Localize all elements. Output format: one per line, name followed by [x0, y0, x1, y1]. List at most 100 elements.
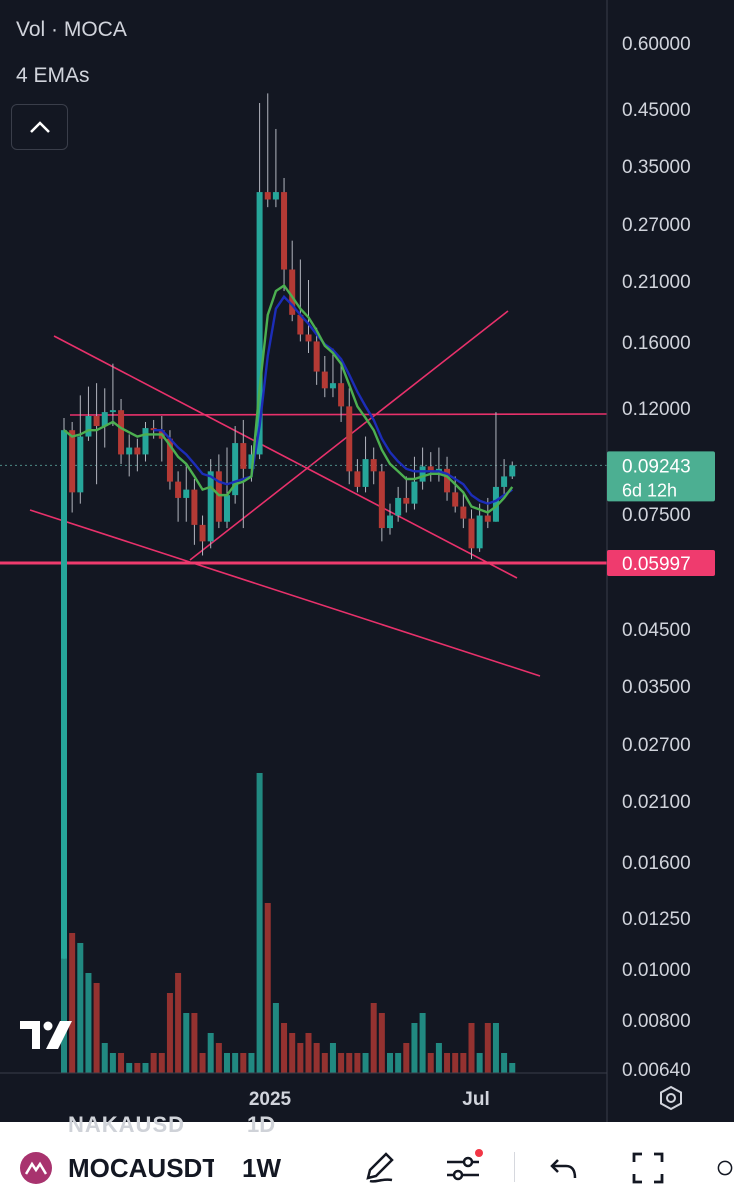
price-tags: 0.09243 6d 12h 0.05997 — [607, 451, 715, 576]
fullscreen-button[interactable] — [628, 1148, 668, 1188]
candle-body — [297, 314, 304, 335]
volume-bar — [313, 1043, 320, 1073]
volume-bar — [419, 1013, 426, 1073]
candle-body — [484, 515, 491, 522]
candle-body — [101, 412, 108, 427]
trendline — [29, 509, 541, 677]
volume-bar — [509, 1063, 516, 1073]
volume-bar — [77, 943, 84, 1073]
volume-bar — [281, 1023, 288, 1073]
price-tick-label: 0.02100 — [622, 792, 691, 813]
undo-icon — [550, 1159, 577, 1179]
candle-body — [183, 489, 190, 498]
candle-body — [69, 430, 76, 493]
candle-body — [435, 468, 442, 472]
volume-bar — [118, 1053, 125, 1073]
trendlines — [0, 310, 608, 677]
candle-body — [362, 459, 369, 487]
candle-body — [321, 371, 328, 389]
tradingview-logo — [20, 1021, 72, 1049]
price-axis[interactable]: 0.60000 0.45000 0.35000 0.27000 0.21000 0.160… — [622, 34, 691, 1081]
candle-body — [509, 465, 516, 477]
candle-body — [460, 506, 467, 519]
candles — [61, 93, 516, 959]
volume-bar — [272, 1003, 279, 1073]
volume-bar — [370, 1003, 377, 1073]
undo-button[interactable] — [544, 1148, 584, 1188]
candle-body — [452, 492, 459, 507]
volume-bar — [142, 1063, 149, 1073]
candle-body — [224, 495, 230, 522]
volume-bar — [444, 1053, 451, 1073]
volume-bar — [224, 1053, 230, 1073]
candle-body — [126, 447, 133, 455]
volume-bar — [191, 1013, 198, 1073]
candle-body — [468, 518, 475, 549]
symbol-search-button[interactable]: MOCAUSDT — [68, 1153, 214, 1183]
pen-icon — [366, 1152, 394, 1183]
volume-bar — [207, 1033, 214, 1073]
price-tick-label: 0.04500 — [622, 620, 691, 641]
volume-bar — [183, 1013, 190, 1073]
volume-bar — [387, 1053, 393, 1073]
ema-legend[interactable]: 4 EMAs — [16, 64, 90, 87]
volume-bar — [321, 1053, 328, 1073]
candle-body — [256, 192, 263, 455]
fullscreen-icon — [632, 1152, 664, 1184]
candle-body — [346, 406, 353, 472]
price-tick-label: 0.01250 — [622, 909, 691, 930]
volume-bar — [501, 1053, 508, 1073]
volume-bar — [378, 1013, 385, 1073]
volume-bar — [403, 1043, 410, 1073]
candle-body — [191, 489, 198, 525]
interval-button[interactable]: 1W — [242, 1153, 281, 1183]
volume-bar — [362, 1053, 369, 1073]
volume-bar — [468, 1023, 475, 1073]
volume-bar — [134, 1063, 141, 1073]
volume-bar — [354, 1053, 361, 1073]
volume-bar — [338, 1053, 345, 1073]
volume-bar — [256, 773, 263, 1073]
indicators-button[interactable] — [443, 1148, 483, 1188]
volume-legend[interactable]: Vol · MOCA — [16, 18, 127, 41]
candle-body — [199, 524, 206, 542]
price-tick-label: 0.01600 — [622, 853, 691, 874]
hexagon-settings-icon — [660, 1085, 682, 1111]
volume-bar — [215, 1043, 222, 1073]
volume-bar — [109, 1053, 116, 1073]
candle-body — [411, 481, 418, 504]
candle-body — [142, 428, 149, 455]
volume-bar — [484, 1023, 491, 1073]
collapse-legend-button[interactable] — [11, 104, 68, 150]
volume-bar — [329, 1043, 336, 1073]
price-tick-label: 0.12000 — [622, 399, 691, 420]
drawing-tools-button[interactable] — [360, 1148, 400, 1188]
price-tick-label: 0.03500 — [622, 677, 691, 698]
volume-bar — [175, 973, 182, 1073]
volume-bar — [240, 1053, 247, 1073]
chevron-up-icon — [29, 121, 50, 133]
volume-bar — [232, 1053, 239, 1073]
price-tick-label: 0.00640 — [622, 1060, 691, 1081]
candle-body — [476, 515, 483, 549]
price-chart[interactable]: 0.60000 0.45000 0.35000 0.27000 0.21000 0.160… — [0, 0, 734, 1122]
time-axis[interactable]: 2025 Jul — [249, 1089, 490, 1110]
volume-bar — [427, 1053, 434, 1073]
price-tick-label: 0.01000 — [622, 960, 691, 981]
candle-body — [281, 192, 288, 270]
chart-settings-button[interactable] — [655, 1082, 687, 1114]
candle-body — [403, 497, 410, 504]
volume-bar — [297, 1043, 304, 1073]
candle-body — [166, 438, 173, 482]
candle-body — [264, 192, 271, 200]
marked-price-tag — [607, 550, 715, 576]
more-button[interactable] — [716, 1148, 734, 1188]
candle-body — [289, 269, 296, 315]
price-tick-label: 0.00800 — [622, 1011, 691, 1032]
candle-body — [419, 466, 426, 482]
previous-interval-ghost: 1D — [247, 1112, 276, 1137]
marked-price-value: 0.05997 — [622, 554, 691, 575]
candle-body — [354, 471, 361, 487]
candle-body — [118, 410, 125, 455]
volume-bar — [305, 1033, 312, 1073]
